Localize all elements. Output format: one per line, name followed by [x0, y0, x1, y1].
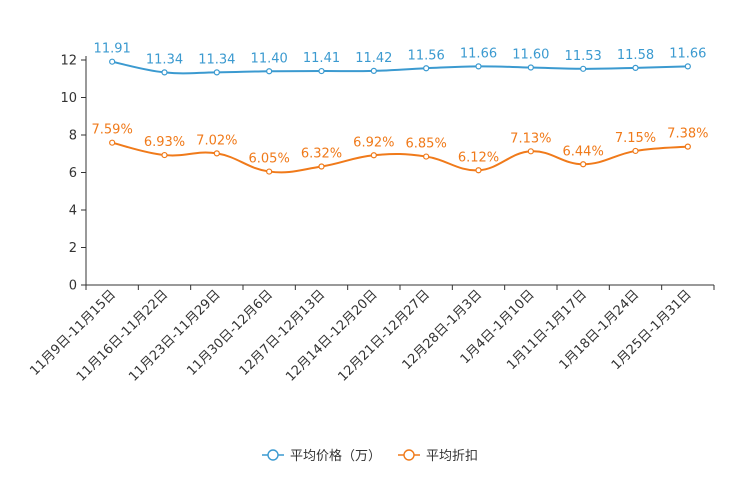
legend-marker-icon [403, 449, 415, 461]
data-label: 11.42 [355, 51, 392, 66]
data-label: 7.59% [92, 123, 133, 138]
data-label: 6.05% [249, 152, 290, 167]
data-point [266, 168, 273, 175]
data-point [161, 69, 168, 76]
data-label: 11.40 [251, 51, 288, 66]
data-point [632, 64, 639, 71]
legend-item-avg-price: 平均价格（万） [262, 448, 381, 464]
legend-label: 平均价格（万） [290, 448, 381, 464]
data-point [213, 150, 220, 157]
data-point [370, 67, 377, 74]
data-label: 7.38% [667, 127, 708, 142]
data-point [109, 139, 116, 146]
legend-label: 平均折扣 [426, 449, 478, 464]
y-tick-label: 0 [69, 279, 77, 294]
data-label: 6.12% [458, 150, 499, 165]
data-label: 6.92% [353, 135, 394, 150]
data-label: 7.13% [510, 131, 551, 146]
data-point [318, 67, 325, 75]
data-label: 7.15% [615, 131, 656, 146]
data-labels: 11.91 11.34 11.34 11.40 11.41 11.42 11.56 11.66… [92, 42, 709, 167]
legend-marker-icon [267, 449, 279, 461]
series-line-avg-price [111, 60, 688, 75]
data-label: 11.34 [146, 52, 183, 67]
data-label: 11.66 [669, 46, 706, 61]
y-tick-label: 2 [69, 241, 77, 256]
data-point [318, 163, 325, 170]
data-label: 11.56 [408, 48, 445, 63]
axes: 0 2 4 6 8 10 12 11月9日-11月15日11月16日-11月22日11月23日… [27, 54, 715, 385]
series-lines [109, 58, 691, 175]
data-label: 11.41 [303, 51, 340, 66]
data-point [527, 148, 534, 155]
legend-item-avg-discount: 平均折扣 [398, 449, 478, 464]
data-point [213, 69, 220, 76]
data-label: 11.53 [565, 49, 602, 64]
legend: 平均价格（万） 平均折扣 [262, 448, 478, 464]
data-point [370, 152, 377, 159]
data-label: 7.02% [196, 133, 237, 148]
data-label: 11.66 [460, 46, 497, 61]
data-point [632, 147, 639, 155]
data-point [527, 64, 534, 71]
data-point [475, 167, 482, 174]
data-point [684, 63, 691, 70]
y-tick-label: 10 [60, 91, 77, 106]
x-tick-label: 11月23日-11月29日 [126, 287, 223, 384]
data-label: 11.91 [94, 42, 131, 57]
data-label: 6.93% [144, 135, 185, 150]
data-point [423, 153, 430, 160]
y-tick-label: 8 [69, 129, 77, 144]
data-point [266, 68, 273, 75]
data-label: 6.32% [301, 147, 342, 162]
data-point [475, 63, 482, 70]
y-tick-label: 6 [69, 166, 77, 181]
x-tick-label: 11月16日-11月22日 [74, 287, 171, 384]
y-tick-label: 12 [60, 54, 77, 69]
y-tick-label: 4 [69, 204, 77, 219]
data-point [161, 151, 168, 159]
data-point [109, 58, 116, 65]
data-label: 11.60 [512, 48, 549, 63]
data-point [423, 65, 430, 72]
data-label: 6.44% [563, 144, 604, 159]
data-label: 11.58 [617, 48, 654, 63]
data-point [580, 161, 587, 168]
x-tick-label: 12月21日-12月27日 [336, 287, 433, 384]
x-tick-label: 11月9日-11月15日 [27, 287, 119, 379]
data-point [684, 143, 691, 150]
data-label: 11.34 [198, 52, 235, 67]
series-line-avg-discount [111, 141, 688, 174]
data-label: 6.85% [406, 137, 447, 152]
data-point [580, 65, 587, 72]
x-tick-label: 12月14日-12月20日 [283, 287, 380, 384]
